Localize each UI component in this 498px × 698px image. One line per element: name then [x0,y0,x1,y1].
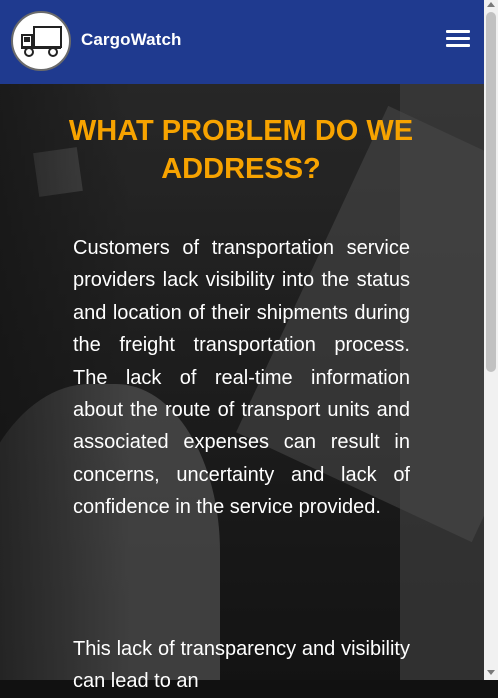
scroll-up-arrow-icon[interactable] [487,2,495,7]
problem-paragraph-2: This lack of transparency and visibility… [73,633,410,698]
hamburger-menu-icon[interactable] [446,30,470,50]
top-navbar: CargoWatch [0,0,484,84]
brand-name[interactable]: CargoWatch [81,30,182,50]
vertical-scrollbar[interactable] [484,0,498,680]
scrollbar-thumb[interactable] [486,12,496,372]
truck-logo-icon[interactable] [11,11,71,71]
scroll-down-arrow-icon[interactable] [487,670,495,675]
problem-paragraph-1: Customers of transportation service prov… [73,232,410,524]
section-heading: WHAT PROBLEM DO WE ADDRESS? [40,112,442,188]
